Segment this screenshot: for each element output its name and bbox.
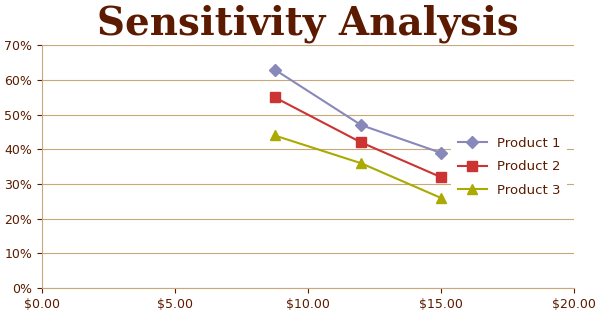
Product 1 bbox=[358, 123, 365, 127]
Product 2 bbox=[437, 175, 445, 179]
Line: Product 1: Product 1 bbox=[271, 66, 445, 157]
Product 3 bbox=[437, 196, 445, 200]
Legend: Product 1, Product 2, Product 3: Product 1, Product 2, Product 3 bbox=[451, 130, 567, 203]
Product 2 bbox=[358, 140, 365, 144]
Line: Product 2: Product 2 bbox=[270, 92, 446, 182]
Product 1 bbox=[271, 68, 278, 72]
Title: Sensitivity Analysis: Sensitivity Analysis bbox=[97, 4, 519, 43]
Product 3 bbox=[271, 134, 278, 137]
Product 2 bbox=[271, 95, 278, 99]
Line: Product 3: Product 3 bbox=[270, 131, 446, 203]
Product 3 bbox=[358, 161, 365, 165]
Product 1 bbox=[437, 151, 445, 155]
